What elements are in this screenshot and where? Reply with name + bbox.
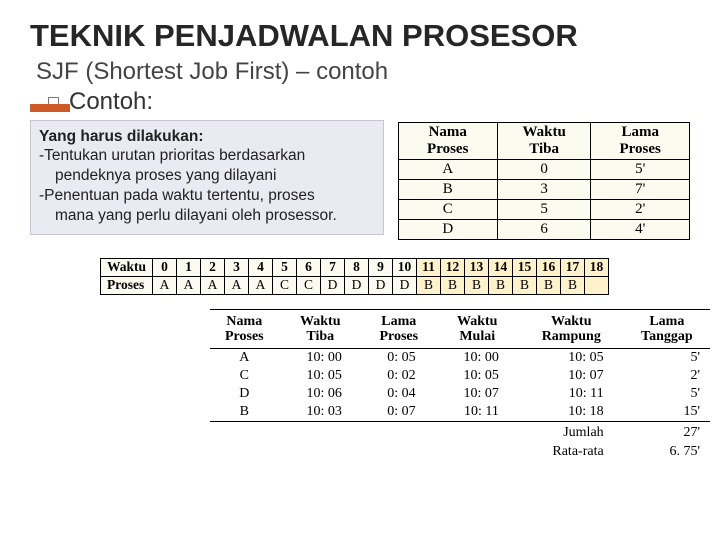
subtitle: SJF (Shortest Job First) – contoh xyxy=(36,58,690,86)
sum-row: Jumlah27' xyxy=(210,422,710,443)
timeline-proc-cell: B xyxy=(441,276,465,294)
table-row: D10: 060: 0410: 0710: 115' xyxy=(210,385,710,403)
res-th-4: WaktuRampung xyxy=(519,309,624,349)
table-row: B10: 030: 0710: 1110: 1815' xyxy=(210,403,710,422)
timeline-time-cell: 13 xyxy=(465,258,489,276)
instr-line-2: -Penentuan pada waktu tertentu, proses xyxy=(39,186,375,206)
res-th-1: WaktuTiba xyxy=(279,309,362,349)
top-th-0: Nama Proses xyxy=(398,122,497,159)
timeline-time-cell: 1 xyxy=(177,258,201,276)
timeline-time-cell: 14 xyxy=(489,258,513,276)
timeline-time-cell: 2 xyxy=(201,258,225,276)
timeline-time-cell: 17 xyxy=(561,258,585,276)
result-table: NamaProses WaktuTiba LamaProses WaktuMul… xyxy=(210,309,710,462)
timeline-time-cell: 12 xyxy=(441,258,465,276)
timeline-proc-cell: B xyxy=(489,276,513,294)
instructions-box: Yang harus dilakukan: -Tentukan urutan p… xyxy=(30,120,384,235)
timeline-proc-cell: C xyxy=(273,276,297,294)
timeline-proc-cell: B xyxy=(417,276,441,294)
table-row: C10: 050: 0210: 0510: 072' xyxy=(210,367,710,385)
table-row: A05' xyxy=(398,159,689,179)
instr-line-1b: pendeknya proses yang dilayani xyxy=(39,166,375,186)
timeline-label-waktu: Waktu xyxy=(101,258,153,276)
res-th-0: NamaProses xyxy=(210,309,279,349)
timeline-time-cell: 6 xyxy=(297,258,321,276)
timeline-time-cell: 9 xyxy=(369,258,393,276)
timeline-proc-cell: D xyxy=(321,276,345,294)
timeline-proc-cell: B xyxy=(465,276,489,294)
timeline-proc-cell: D xyxy=(345,276,369,294)
timeline-time-cell: 10 xyxy=(393,258,417,276)
timeline-time-cell: 0 xyxy=(153,258,177,276)
process-table: Nama Proses Waktu Tiba Lama Proses A05' … xyxy=(398,122,690,240)
table-row: B37' xyxy=(398,179,689,199)
top-th-1: Waktu Tiba xyxy=(497,122,591,159)
timeline-proc-cell: A xyxy=(153,276,177,294)
timeline-time-cell: 3 xyxy=(225,258,249,276)
instr-line-1: -Tentukan urutan prioritas berdasarkan xyxy=(39,146,375,166)
instr-line-2b: mana yang perlu dilayani oleh prosessor. xyxy=(39,206,375,226)
bullet-text: Contoh: xyxy=(69,88,153,115)
timeline-time-cell: 7 xyxy=(321,258,345,276)
slide-title: TEKNIK PENJADWALAN PROSESOR xyxy=(30,18,690,54)
timeline-time-cell: 8 xyxy=(345,258,369,276)
timeline-time-cell: 4 xyxy=(249,258,273,276)
timeline-proc-cell: A xyxy=(225,276,249,294)
res-th-2: LamaProses xyxy=(362,309,436,349)
timeline-proc-cell: A xyxy=(201,276,225,294)
instr-heading: Yang harus dilakukan: xyxy=(39,127,375,147)
timeline-time-row: Waktu 0123456789101112131415161718 xyxy=(101,258,609,276)
timeline-proc-cell: A xyxy=(249,276,273,294)
timeline-proc-cell: D xyxy=(369,276,393,294)
accent-bar xyxy=(30,104,70,112)
timeline-proc-cell xyxy=(585,276,609,294)
table-row: D64' xyxy=(398,219,689,239)
timeline-time-cell: 16 xyxy=(537,258,561,276)
top-th-2: Lama Proses xyxy=(591,122,690,159)
timeline-proc-row: Proses AAAAACCDDDDBBBBBBB xyxy=(101,276,609,294)
avg-row: Rata-rata6. 75' xyxy=(210,442,710,461)
timeline-proc-cell: C xyxy=(297,276,321,294)
timeline-proc-cell: D xyxy=(393,276,417,294)
timeline-label-proses: Proses xyxy=(101,276,153,294)
res-th-3: WaktuMulai xyxy=(436,309,519,349)
timeline-proc-cell: A xyxy=(177,276,201,294)
table-row: A10: 000: 0510: 0010: 055' xyxy=(210,349,710,368)
timeline-time-cell: 5 xyxy=(273,258,297,276)
timeline-time-cell: 18 xyxy=(585,258,609,276)
timeline-time-cell: 11 xyxy=(417,258,441,276)
res-th-5: LamaTanggap xyxy=(624,309,710,349)
bullet-contoh: Contoh: xyxy=(30,88,690,116)
timeline-proc-cell: B xyxy=(561,276,585,294)
timeline-time-cell: 15 xyxy=(513,258,537,276)
table-row: C52' xyxy=(398,199,689,219)
timeline-table: Waktu 0123456789101112131415161718 Prose… xyxy=(100,258,609,295)
timeline-proc-cell: B xyxy=(513,276,537,294)
timeline-proc-cell: B xyxy=(537,276,561,294)
